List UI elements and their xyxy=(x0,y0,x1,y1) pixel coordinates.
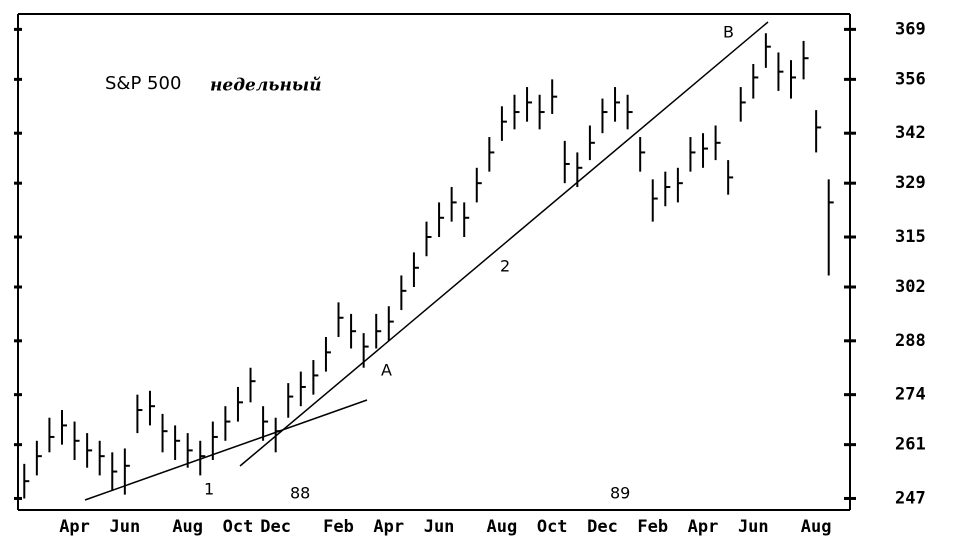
annotation: 2 xyxy=(500,257,510,276)
x-tick-label: Dec xyxy=(260,517,291,537)
y-tick-label: 302 xyxy=(895,277,926,297)
x-tick-label: Aug xyxy=(801,517,832,537)
annotation: 1 xyxy=(204,480,214,499)
annotation: A xyxy=(381,361,392,380)
y-tick-label: 247 xyxy=(895,488,926,508)
trend-line-2 xyxy=(239,21,769,467)
x-tick-label: Aug xyxy=(172,517,203,537)
x-tick-label: Apr xyxy=(373,517,404,537)
y-tick-label: 329 xyxy=(895,173,926,193)
y-tick-label: 315 xyxy=(895,227,926,247)
y-tick-label: 369 xyxy=(895,19,926,39)
y-tick-label: 288 xyxy=(895,331,926,351)
annotation: 88 xyxy=(290,484,310,503)
y-tick-label: 261 xyxy=(895,435,926,455)
y-tick-label: 342 xyxy=(895,123,926,143)
x-tick-label: Apr xyxy=(59,517,90,537)
x-tick-label: Oct xyxy=(223,517,254,537)
y-tick-label: 274 xyxy=(895,385,926,405)
x-tick-label: Feb xyxy=(323,517,354,537)
x-tick-label: Apr xyxy=(688,517,719,537)
x-tick-label: Feb xyxy=(637,517,668,537)
x-tick-label: Jun xyxy=(424,517,455,537)
chart-subtitle: недельный xyxy=(210,76,322,96)
x-tick-label: Jun xyxy=(109,517,140,537)
x-tick-label: Jun xyxy=(738,517,769,537)
x-tick-label: Aug xyxy=(487,517,518,537)
y-tick-label: 356 xyxy=(895,69,926,89)
x-tick-label: Oct xyxy=(537,517,568,537)
chart-title: S&P 500 xyxy=(105,73,181,94)
annotation: 89 xyxy=(610,484,630,503)
x-tick-label: Dec xyxy=(587,517,618,537)
annotation: B xyxy=(723,23,734,42)
trend-line-1 xyxy=(84,399,368,501)
